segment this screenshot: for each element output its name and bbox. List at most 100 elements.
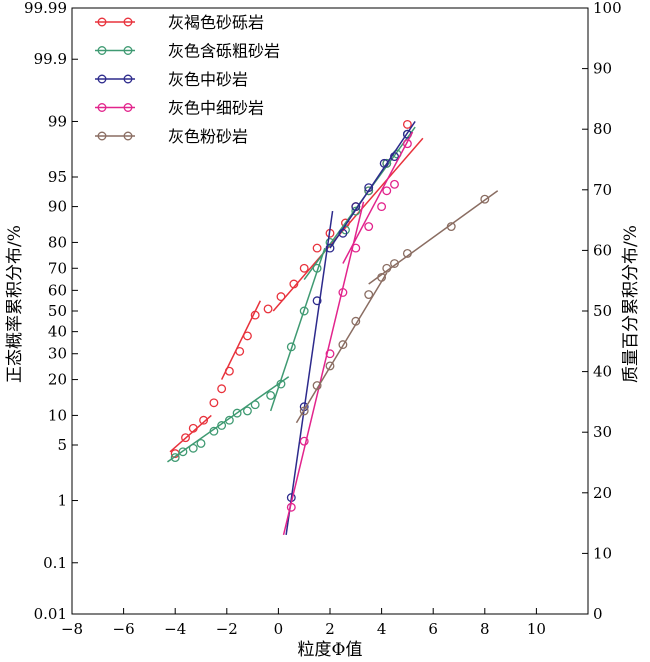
- data-point: [480, 194, 490, 204]
- x-axis-title: 粒度Φ值: [298, 640, 363, 660]
- data-point: [364, 183, 374, 193]
- fit-line: [167, 376, 290, 463]
- left-tick-label: 0.01: [34, 605, 67, 623]
- right-tick-label: 40: [593, 363, 612, 381]
- fit-line: [169, 414, 212, 453]
- legend-marker: [97, 131, 107, 141]
- right-tick-label: 20: [593, 484, 612, 502]
- x-tick-label: 10: [527, 620, 546, 638]
- legend-marker: [123, 131, 133, 141]
- data-point: [276, 379, 286, 389]
- series-5: [295, 190, 499, 424]
- legend-item: 灰褐色砂砾岩: [95, 13, 264, 32]
- fit-line: [329, 121, 416, 249]
- right-tick-label: 0: [593, 605, 603, 623]
- data-point: [181, 433, 190, 443]
- legend-marker: [123, 17, 133, 27]
- data-point: [299, 406, 309, 416]
- left-tick-label: 99: [48, 112, 67, 130]
- left-tick-label: 99.9: [34, 50, 67, 68]
- data-point: [266, 390, 276, 400]
- right-tick-label: 70: [593, 181, 612, 199]
- right-tick-label: 30: [593, 423, 612, 441]
- fit-line: [220, 300, 262, 380]
- x-tick-label: 8: [480, 620, 490, 638]
- right-axis-ticks: 0 10 20 30 40 50 60 70 80 90 100: [582, 0, 622, 623]
- fit-line: [282, 201, 365, 536]
- data-point: [188, 443, 198, 453]
- data-point: [446, 222, 456, 232]
- data-point: [250, 310, 260, 320]
- x-tick-label: −8: [61, 620, 83, 638]
- legend-label: 灰色含砾粗砂岩: [168, 42, 280, 61]
- data-point: [276, 292, 286, 302]
- plot-border: [71, 7, 589, 615]
- data-point: [286, 342, 296, 352]
- data-point: [351, 316, 361, 326]
- data-point: [338, 228, 348, 238]
- data-point: [351, 206, 361, 216]
- data-point: [382, 186, 392, 196]
- data-point: [325, 243, 335, 253]
- data-point: [364, 290, 374, 300]
- legend-item: 灰色中砂岩: [95, 70, 248, 89]
- data-point: [390, 152, 399, 162]
- data-point: [325, 361, 335, 371]
- data-point: [382, 158, 392, 168]
- left-axis-title: 正态概率累积分布/%: [5, 225, 25, 383]
- legend-marker: [123, 103, 133, 112]
- left-tick-label: 5: [57, 436, 67, 454]
- series-4: [282, 131, 414, 536]
- data-point: [338, 288, 348, 297]
- data-point: [299, 263, 309, 273]
- data-point: [351, 202, 361, 212]
- data-point: [351, 243, 361, 253]
- left-tick-label: 30: [48, 345, 67, 363]
- right-tick-label: 100: [593, 0, 622, 17]
- series-1: [169, 119, 424, 459]
- data-point: [312, 243, 322, 253]
- legend-marker: [97, 74, 107, 84]
- data-point: [325, 349, 335, 359]
- data-point: [299, 436, 309, 446]
- data-point: [289, 279, 299, 289]
- series-3: [285, 121, 416, 535]
- data-point: [377, 202, 387, 212]
- data-point: [402, 249, 412, 258]
- data-point: [224, 366, 234, 376]
- data-point: [382, 263, 392, 273]
- data-point: [312, 263, 322, 273]
- data-point: [242, 406, 252, 416]
- left-tick-label: 99.99: [24, 0, 67, 17]
- x-tick-label: −2: [216, 620, 238, 638]
- left-tick-label: 1: [57, 492, 67, 510]
- data-point: [188, 423, 198, 433]
- data-point: [209, 398, 219, 408]
- left-tick-label: 95: [48, 168, 67, 186]
- data-point: [402, 119, 412, 129]
- data-point: [377, 272, 387, 282]
- data-point: [364, 186, 374, 196]
- x-axis-ticks: −8 −6 −4 −2 0 2 4 6 8 10: [61, 608, 546, 638]
- left-tick-label: 90: [48, 198, 67, 216]
- fit-line: [272, 137, 424, 312]
- left-tick-label: 60: [48, 281, 67, 299]
- fit-line: [285, 210, 334, 535]
- right-axis-title: 质量百分累积分布/%: [621, 225, 641, 383]
- data-point: [312, 381, 322, 391]
- legend-item: 灰色含砾粗砂岩: [95, 42, 280, 61]
- x-tick-label: 6: [428, 620, 438, 638]
- data-point: [250, 400, 260, 410]
- legend-marker: [123, 74, 133, 84]
- data-point: [170, 453, 180, 463]
- right-tick-label: 10: [593, 544, 612, 562]
- data-point: [232, 408, 242, 418]
- left-axis-ticks: 0.01 0.1 1 5 10 20 30 40 50 60 70 80 90 95 99 99.9 99.99: [24, 0, 78, 623]
- legend-marker: [97, 103, 107, 112]
- data-point: [263, 304, 273, 314]
- right-tick-label: 80: [593, 120, 612, 138]
- data-point: [364, 222, 374, 232]
- data-point: [196, 439, 206, 448]
- x-tick-label: 4: [377, 620, 387, 638]
